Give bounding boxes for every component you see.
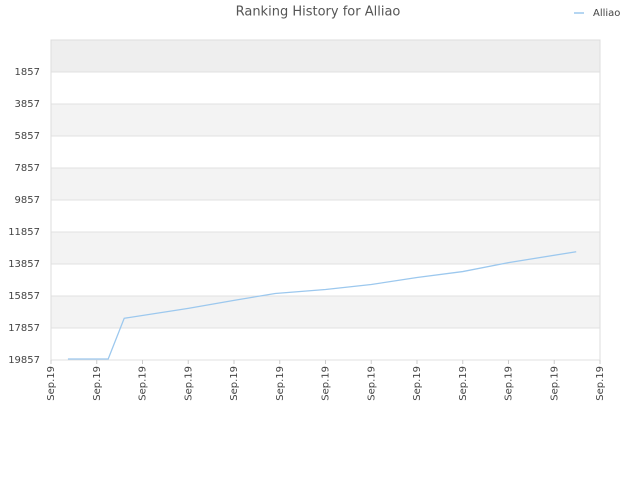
x-tick-label: Sep.19 xyxy=(229,366,240,401)
x-tick-label: Sep.19 xyxy=(549,366,560,401)
x-tick-label: Sep.19 xyxy=(138,366,149,401)
y-tick-label: 19857 xyxy=(8,355,40,366)
x-tick-label: Sep.19 xyxy=(92,366,103,401)
band xyxy=(51,328,600,360)
x-tick-label: Sep.19 xyxy=(366,366,377,401)
x-tick-label: Sep.19 xyxy=(321,366,332,401)
y-tick-label: 1857 xyxy=(15,67,40,78)
x-tick-label: Sep.19 xyxy=(275,366,286,401)
x-tick-label: Sep.19 xyxy=(458,366,469,401)
y-tick-label: 11857 xyxy=(8,227,40,238)
x-tick-label: Sep.19 xyxy=(412,366,423,401)
band xyxy=(51,296,600,328)
band xyxy=(51,72,600,104)
band xyxy=(51,168,600,200)
legend-label: Alliao xyxy=(593,8,620,19)
line xyxy=(67,251,577,360)
x-tick-label: Sep.19 xyxy=(504,366,515,401)
chart-title: Ranking History for Alliao xyxy=(236,5,401,20)
band xyxy=(51,104,600,136)
band xyxy=(51,264,600,296)
band xyxy=(51,200,600,232)
y-tick-label: 3857 xyxy=(15,99,40,110)
x-tick-label: Sep.19 xyxy=(595,366,606,401)
y-tick-label: 9857 xyxy=(15,195,40,206)
band xyxy=(51,136,600,168)
x-tick-label: Sep.19 xyxy=(46,366,57,401)
y-tick-label: 7857 xyxy=(15,163,40,174)
y-tick-label: 15857 xyxy=(8,291,40,302)
y-tick-label: 13857 xyxy=(8,259,40,270)
band xyxy=(51,232,600,264)
y-tick-label: 5857 xyxy=(15,131,40,142)
x-tick-label: Sep.19 xyxy=(183,366,194,401)
y-tick-label: 17857 xyxy=(8,323,40,334)
band xyxy=(51,40,600,72)
